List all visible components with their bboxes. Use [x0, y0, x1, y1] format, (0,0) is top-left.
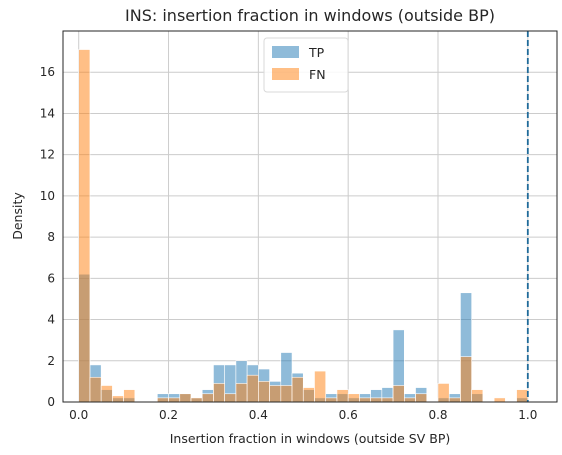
bar-fn — [314, 370, 327, 403]
bar-fn — [123, 389, 136, 403]
x-tick-label: 0.0 — [69, 408, 88, 422]
x-tick-label: 0.2 — [159, 408, 178, 422]
y-tick-label: 10 — [40, 189, 55, 203]
bar-fn — [448, 397, 461, 403]
bar-fn — [437, 383, 450, 403]
bar-fn — [392, 385, 405, 403]
bar-fn — [235, 383, 248, 403]
y-tick-label: 6 — [47, 271, 55, 285]
bar-fn — [359, 397, 371, 403]
bar-fn — [336, 389, 349, 403]
bar-fn — [460, 356, 472, 403]
x-axis-ticks: 0.0 0.2 0.4 0.6 0.8 1.0 — [69, 408, 537, 422]
bar-fn — [291, 376, 304, 403]
x-tick-label: 1.0 — [518, 408, 537, 422]
y-tick-label: 4 — [47, 313, 55, 327]
bars-group — [78, 49, 529, 403]
bar-fn — [415, 393, 428, 403]
x-axis-label: Insertion fraction in windows (outside S… — [170, 431, 451, 446]
chart-title: INS: insertion fraction in windows (outs… — [125, 6, 495, 25]
bar-fn — [112, 395, 124, 403]
y-axis-label: Density — [10, 192, 25, 240]
legend-swatch-fn — [272, 68, 299, 80]
x-tick-label: 0.8 — [428, 408, 447, 422]
bar-fn — [157, 397, 169, 403]
bar-fn — [347, 393, 360, 403]
bar-fn — [302, 387, 315, 403]
y-tick-label: 12 — [40, 148, 55, 162]
bar-fn — [179, 393, 192, 403]
bar-fn — [325, 397, 338, 403]
x-tick-label: 0.4 — [249, 408, 268, 422]
bar-fn — [190, 397, 203, 403]
bar-fn — [100, 385, 113, 403]
legend-label-tp: TP — [308, 45, 325, 60]
bar-fn — [78, 49, 91, 403]
bar-fn — [381, 397, 394, 403]
legend-swatch-tp — [272, 46, 299, 58]
y-tick-label: 16 — [40, 65, 55, 79]
bar-fn — [246, 374, 259, 403]
bar-fn — [404, 397, 416, 403]
y-tick-label: 8 — [47, 230, 55, 244]
bar-fn — [89, 376, 102, 403]
bar-fn — [280, 385, 293, 403]
x-tick-label: 0.6 — [339, 408, 358, 422]
bar-fn — [213, 383, 225, 403]
plot-frame — [62, 30, 558, 403]
y-tick-label: 14 — [40, 106, 55, 120]
bar-fn — [224, 393, 237, 403]
bar-fn — [201, 393, 214, 403]
bar-fn — [370, 397, 383, 403]
bar-fn — [516, 389, 529, 403]
bar-fn — [258, 381, 270, 403]
legend: TP FN — [263, 37, 349, 93]
bar-fn — [493, 397, 506, 403]
y-tick-label: 2 — [47, 354, 55, 368]
legend-label-fn: FN — [309, 67, 326, 82]
bar-fn — [168, 397, 181, 403]
bar-fn — [269, 385, 282, 403]
y-axis-ticks: 0 2 4 6 8 10 12 14 16 — [40, 65, 55, 409]
y-tick-label: 0 — [47, 395, 55, 409]
bar-fn — [471, 389, 484, 403]
